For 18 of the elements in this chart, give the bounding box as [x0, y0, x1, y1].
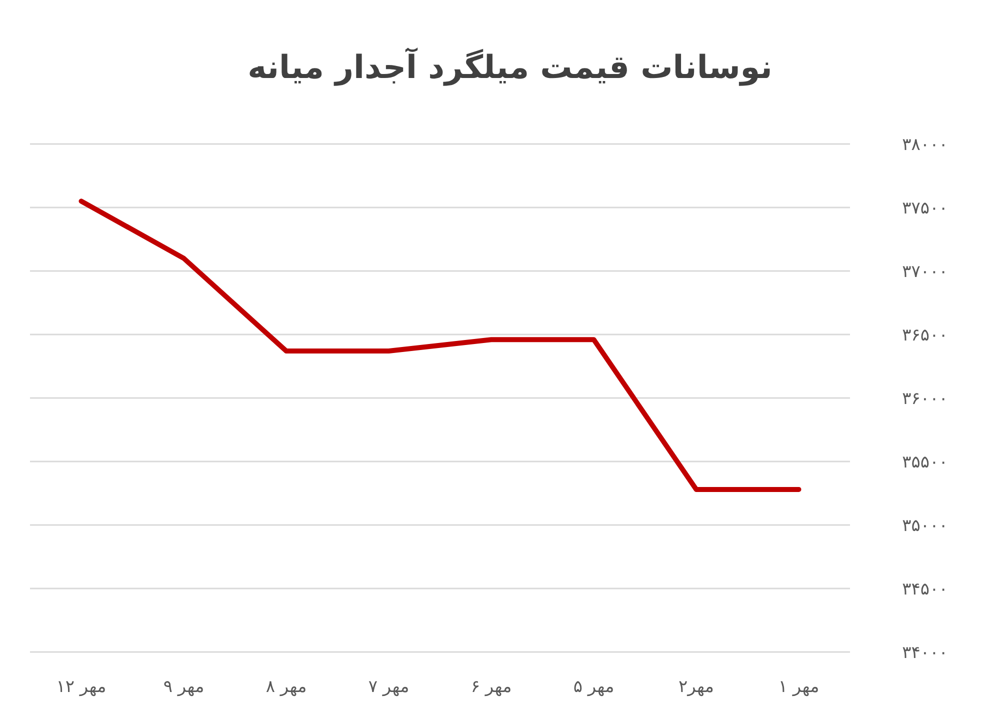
- x-tick-label: مهر ۸: [266, 677, 307, 697]
- chart-title: نوسانات قیمت میلگرد آجدار میانه: [248, 47, 772, 86]
- x-tick-label: مهر ۱: [778, 677, 820, 697]
- y-tick-label: ۳۵۵۰۰: [902, 452, 948, 472]
- x-tick-label: مهر ۹: [163, 677, 204, 697]
- x-tick-label: مهر ۱۲: [56, 677, 106, 697]
- y-tick-label: ۳۶۰۰۰: [902, 388, 948, 409]
- x-tick-label: مهر ۷: [368, 677, 410, 697]
- y-tick-label: ۳۷۵۰۰: [902, 198, 948, 218]
- y-tick-label: ۳۴۵۰۰: [902, 579, 948, 600]
- x-tick-label: مهر۲: [678, 677, 714, 697]
- y-tick-label: ۳۷۰۰۰: [902, 262, 948, 282]
- x-tick-label: مهر ۵: [573, 677, 614, 697]
- y-tick-label: ۳۶۵۰۰: [902, 325, 948, 346]
- y-tick-label: ۳۴۰۰۰: [902, 642, 948, 663]
- x-tick-label: مهر ۶: [470, 677, 512, 697]
- y-tick-label: ۳۵۰۰۰: [902, 516, 948, 536]
- y-tick-label: ۳۸۰۰۰: [902, 134, 948, 155]
